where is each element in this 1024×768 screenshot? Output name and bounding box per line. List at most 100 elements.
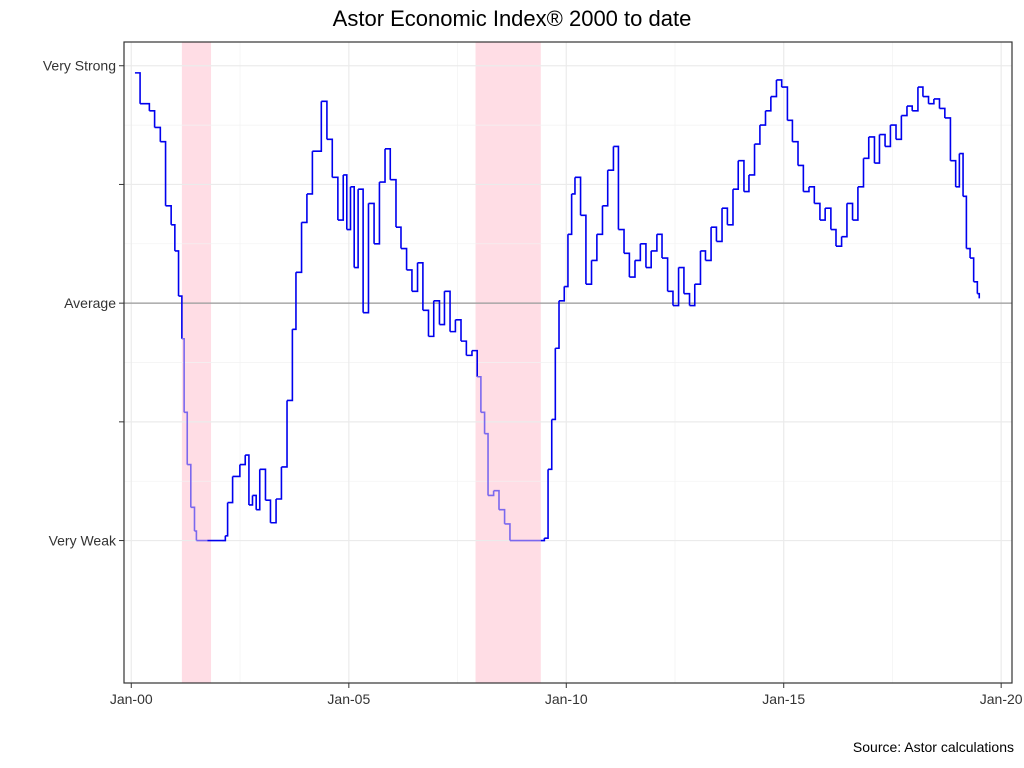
series-line-segment bbox=[232, 464, 241, 478]
series-line-segment bbox=[248, 495, 254, 506]
series-line-segment bbox=[564, 234, 569, 288]
series-line-segment bbox=[585, 260, 593, 285]
series-line-segment bbox=[417, 261, 424, 311]
series-line-segment bbox=[835, 236, 843, 247]
series-line-segment bbox=[368, 202, 375, 244]
chart-title: Astor Economic Index® 2000 to date bbox=[332, 6, 692, 31]
series-line-segment bbox=[395, 226, 402, 249]
series-line-segment bbox=[765, 96, 772, 112]
series-line-segment bbox=[959, 152, 964, 197]
series-line-segment bbox=[571, 177, 576, 195]
series-line-segment bbox=[450, 319, 457, 333]
series-line-segment bbox=[912, 87, 919, 112]
series-line-segment bbox=[580, 214, 587, 285]
series-line-segment bbox=[602, 170, 609, 207]
series-line-segment bbox=[390, 178, 397, 228]
series-line-segment bbox=[596, 205, 604, 236]
series-line-segment bbox=[354, 189, 359, 269]
series-line-segment bbox=[455, 318, 462, 342]
series-line-segment bbox=[591, 234, 598, 262]
series-line-segment bbox=[896, 115, 903, 141]
series-line-segment bbox=[488, 490, 495, 497]
series-line-segment bbox=[306, 151, 314, 195]
series-line-segment bbox=[194, 530, 198, 541]
series-line-segment bbox=[422, 309, 430, 337]
x-tick-label: Jan-05 bbox=[327, 691, 370, 707]
series-line-segment bbox=[700, 250, 707, 261]
series-line-segment bbox=[803, 186, 810, 193]
x-tick-label: Jan-20 bbox=[980, 691, 1023, 707]
series-line-segment bbox=[738, 159, 745, 192]
series-line-segment bbox=[548, 419, 553, 471]
series-line-segment bbox=[629, 260, 636, 278]
series-line-segment bbox=[321, 100, 328, 140]
series-line-segment bbox=[385, 148, 392, 180]
series-line-segment bbox=[400, 247, 408, 270]
y-tick-label: Very Weak bbox=[49, 533, 117, 549]
series-line-segment bbox=[466, 350, 473, 357]
series-line-segment bbox=[705, 227, 712, 262]
series-line-segment bbox=[808, 186, 816, 204]
series-line-segment bbox=[689, 284, 696, 307]
series-line-segment bbox=[906, 105, 914, 111]
series-line-segment bbox=[301, 193, 308, 224]
series-line-segment bbox=[874, 134, 881, 164]
series-line-segment bbox=[265, 499, 272, 523]
series-line-segment bbox=[841, 203, 848, 238]
series-line-segment bbox=[471, 349, 478, 377]
y-tick-label: Average bbox=[64, 295, 116, 311]
series-line-segment bbox=[439, 291, 446, 326]
series-line-segment bbox=[295, 222, 303, 274]
series-line-segment bbox=[890, 124, 897, 140]
series-line-segment bbox=[830, 228, 837, 247]
series-line-segment bbox=[787, 119, 794, 142]
series-line-segment bbox=[819, 208, 826, 221]
series-line-segment bbox=[950, 159, 957, 187]
plot-border bbox=[123, 41, 1013, 684]
series-line-segment bbox=[846, 202, 854, 221]
series-line-segment bbox=[227, 476, 234, 504]
series-line-segment bbox=[461, 340, 468, 356]
series-line-segment bbox=[350, 186, 355, 268]
series-line-segment bbox=[498, 508, 506, 524]
series-line-segment bbox=[645, 250, 652, 269]
series-line-segment bbox=[966, 247, 971, 259]
series-line-segment bbox=[358, 188, 364, 313]
series-line-segment bbox=[276, 466, 283, 500]
series-line-segment bbox=[732, 160, 740, 190]
series-line-segment bbox=[346, 186, 352, 231]
series-line-segment bbox=[174, 250, 180, 297]
x-tick-label: Jan-10 bbox=[545, 691, 588, 707]
series-line-segment bbox=[939, 107, 946, 118]
series-line-segment bbox=[292, 272, 297, 331]
series-line-segment bbox=[711, 226, 718, 242]
series-line-segment bbox=[256, 469, 261, 511]
series-line-segment bbox=[149, 110, 156, 128]
x-tick-label: Jan-15 bbox=[762, 691, 805, 707]
series-line-segment bbox=[716, 208, 723, 243]
series-line-segment bbox=[955, 153, 961, 188]
series-line-segment bbox=[694, 250, 702, 285]
series-line-segment bbox=[667, 290, 674, 306]
series-line-segment bbox=[879, 133, 886, 147]
series-line-segment bbox=[640, 242, 647, 268]
series-line-segment bbox=[814, 202, 821, 221]
series-line-segment bbox=[551, 348, 557, 421]
series-line-segment bbox=[656, 233, 663, 259]
series-line-segment bbox=[225, 502, 229, 537]
series-line-segment bbox=[433, 299, 441, 325]
series-line-segment bbox=[825, 207, 832, 230]
series-line-segment bbox=[970, 257, 975, 282]
series-line-segment bbox=[662, 257, 669, 292]
series-line-segment bbox=[722, 207, 729, 225]
series-line-segment bbox=[222, 535, 227, 542]
series-line-segment bbox=[245, 454, 250, 505]
series-line-segment bbox=[863, 136, 870, 160]
series-line-segment bbox=[857, 158, 865, 188]
series-line-segment bbox=[332, 176, 339, 221]
series-line-segment bbox=[540, 538, 546, 542]
series-line-segment bbox=[343, 174, 348, 230]
series-line-segment bbox=[928, 98, 935, 105]
series-line-segment bbox=[287, 329, 294, 402]
